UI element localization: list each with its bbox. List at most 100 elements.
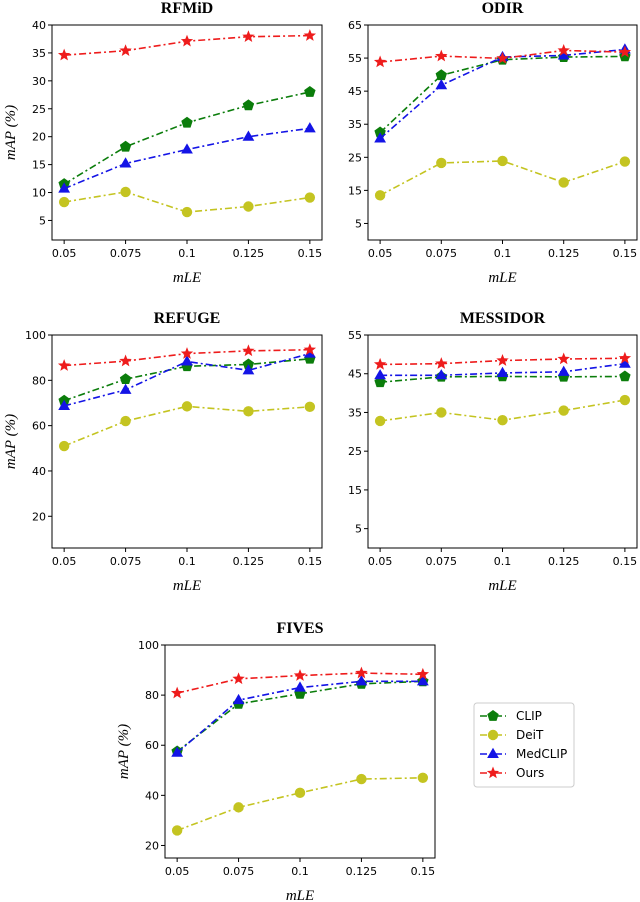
data-point bbox=[303, 343, 317, 355]
data-point bbox=[232, 693, 245, 705]
y-tick-label: 25 bbox=[348, 445, 362, 458]
data-point bbox=[496, 354, 509, 366]
data-point bbox=[119, 140, 132, 152]
series-ours bbox=[57, 343, 317, 371]
data-point bbox=[355, 675, 368, 686]
data-point bbox=[232, 672, 245, 685]
data-point bbox=[243, 201, 254, 212]
circle-icon bbox=[487, 729, 499, 741]
star-icon bbox=[486, 766, 500, 779]
data-point bbox=[119, 157, 132, 168]
data-point bbox=[57, 48, 71, 61]
legend: CLIP DeiT MedCLIP Ours bbox=[473, 702, 575, 788]
series-medclip bbox=[374, 357, 631, 380]
chart-panels: RFMiD 5 10 15 20 25 30 35 40 0.05 0.075 0.1 0.1 25 0.1… bbox=[3, 0, 638, 902]
y-tick-label: 35 bbox=[32, 47, 46, 60]
x-tick-label: 0.15 bbox=[411, 865, 436, 878]
x-tick-label: 0.075 bbox=[426, 247, 458, 260]
series-deit bbox=[58, 186, 316, 218]
y-tick-label: 5 bbox=[355, 523, 362, 536]
data-point bbox=[619, 394, 631, 406]
x-tick-label: 0.15 bbox=[298, 555, 323, 568]
data-point bbox=[58, 399, 71, 410]
data-point bbox=[242, 344, 255, 357]
chart-title: ODIR bbox=[482, 0, 524, 17]
x-tick-label: 0.1 bbox=[178, 555, 196, 568]
data-point bbox=[119, 44, 132, 56]
x-tick-label: 0.05 bbox=[52, 555, 77, 568]
data-point bbox=[435, 357, 448, 369]
chart-title: RFMiD bbox=[161, 0, 213, 17]
data-point bbox=[618, 351, 632, 364]
chart-refuge: REFUGE 20 40 60 80 100 0.05 0.075 0.1 0.125 0.15 mL… bbox=[3, 310, 323, 594]
data-point bbox=[119, 373, 132, 385]
x-axis-label: mLE bbox=[286, 888, 314, 902]
series-line bbox=[63, 405, 310, 447]
data-point bbox=[304, 192, 316, 203]
legend-item-clip: CLIP bbox=[480, 709, 542, 723]
data-point bbox=[180, 34, 194, 47]
y-tick-label: 40 bbox=[145, 789, 159, 802]
x-tick-label: 0.075 bbox=[223, 865, 255, 878]
series-medclip bbox=[58, 347, 316, 410]
series-ours bbox=[57, 29, 317, 61]
x-axis-label: mLE bbox=[488, 578, 516, 594]
data-point bbox=[374, 132, 386, 143]
data-point bbox=[435, 369, 448, 380]
data-point bbox=[171, 825, 183, 836]
data-point bbox=[119, 383, 132, 394]
series-deit bbox=[374, 394, 631, 427]
x-tick-label: 0.1 bbox=[494, 555, 512, 568]
data-point bbox=[242, 30, 255, 42]
data-point bbox=[181, 143, 193, 154]
data-point bbox=[374, 415, 386, 427]
y-tick-label: 20 bbox=[145, 839, 159, 852]
series-clip bbox=[374, 50, 631, 138]
data-point bbox=[619, 156, 631, 167]
series-line bbox=[379, 48, 625, 140]
legend-item-deit: DeiT bbox=[480, 728, 544, 742]
series-clip bbox=[58, 86, 316, 190]
y-tick-label: 15 bbox=[348, 184, 362, 197]
data-point bbox=[170, 686, 184, 699]
data-point bbox=[120, 186, 131, 198]
x-tick-label: 0.15 bbox=[613, 555, 638, 568]
data-point bbox=[497, 415, 508, 426]
series-deit bbox=[58, 401, 316, 452]
x-tick-label: 0.15 bbox=[613, 247, 638, 260]
y-tick-label: 80 bbox=[32, 374, 46, 387]
data-point bbox=[374, 126, 386, 138]
y-tick-label: 35 bbox=[348, 118, 362, 131]
y-tick-label: 40 bbox=[32, 19, 46, 32]
data-point bbox=[373, 55, 387, 68]
y-tick-label: 80 bbox=[145, 689, 159, 702]
chart-title: REFUGE bbox=[154, 310, 221, 327]
triangle-icon bbox=[487, 747, 499, 759]
data-point bbox=[294, 787, 306, 799]
x-tick-label: 0.075 bbox=[426, 555, 458, 568]
data-point bbox=[181, 401, 193, 412]
data-point bbox=[119, 354, 132, 367]
y-tick-label: 20 bbox=[32, 131, 46, 144]
series-ours bbox=[373, 43, 632, 68]
chart-odir: ODIR 5 15 25 35 45 55 65 0.05 0.075 0.1 0.125 0.15 mL… bbox=[348, 0, 638, 286]
chart-title: FIVES bbox=[276, 620, 323, 637]
data-point bbox=[58, 440, 70, 452]
y-tick-label: 25 bbox=[32, 103, 46, 116]
data-point bbox=[619, 370, 631, 382]
data-point bbox=[619, 357, 631, 368]
y-tick-label: 35 bbox=[348, 406, 362, 419]
y-tick-label: 30 bbox=[32, 75, 46, 88]
series-line bbox=[63, 127, 310, 190]
y-tick-label: 40 bbox=[32, 465, 46, 478]
data-point bbox=[435, 49, 448, 62]
y-tick-label: 10 bbox=[32, 187, 46, 200]
data-point bbox=[436, 157, 447, 169]
data-point bbox=[242, 99, 255, 111]
x-axis-label: mLE bbox=[488, 270, 516, 286]
series-line bbox=[176, 777, 423, 832]
chart-rfmid: RFMiD 5 10 15 20 25 30 35 40 0.05 0.075 0.1 0.125 0.1… bbox=[3, 0, 323, 286]
data-point bbox=[181, 355, 193, 366]
legend-item-medclip: MedCLIP bbox=[480, 747, 567, 761]
